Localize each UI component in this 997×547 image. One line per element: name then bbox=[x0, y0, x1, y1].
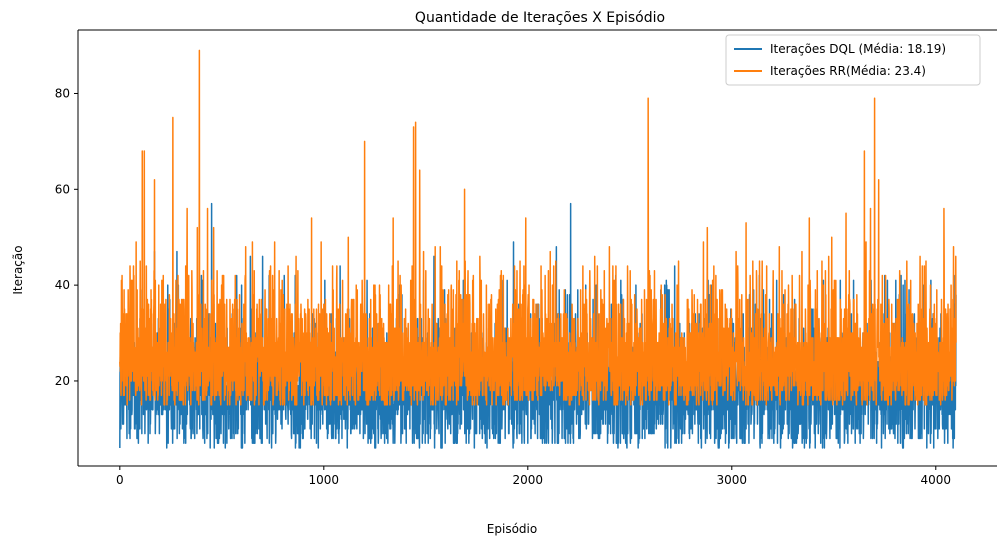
chart-title: Quantidade de Iterações X Episódio bbox=[415, 10, 665, 26]
y-axis: 20 40 60 80 bbox=[55, 30, 79, 466]
legend-label-rr: Iterações RR(Média: 23.4) bbox=[770, 64, 926, 78]
y-tick-label: 20 bbox=[55, 374, 70, 388]
plot-area bbox=[78, 30, 997, 466]
legend: Iterações DQL (Média: 18.19) Iterações R… bbox=[725, 34, 981, 86]
y-axis-label: Iteração bbox=[11, 245, 25, 294]
legend-frame bbox=[725, 34, 981, 86]
series-layer bbox=[119, 49, 957, 449]
y-tick-label: 40 bbox=[55, 278, 70, 292]
y-tick-label: 60 bbox=[55, 182, 70, 196]
x-tick-label: 0 bbox=[116, 473, 124, 487]
legend-label-dql: Iterações DQL (Média: 18.19) bbox=[770, 42, 946, 56]
x-tick-label: 3000 bbox=[717, 473, 748, 487]
x-tick-label: 4000 bbox=[921, 473, 952, 487]
x-axis-label: Episódio bbox=[487, 522, 537, 536]
y-tick-label: 80 bbox=[55, 86, 70, 100]
series-line-rr bbox=[119, 49, 957, 406]
x-tick-label: 2000 bbox=[513, 473, 544, 487]
x-axis: 0 1000 2000 3000 4000 bbox=[78, 29, 997, 487]
x-tick-label: 1000 bbox=[309, 473, 340, 487]
